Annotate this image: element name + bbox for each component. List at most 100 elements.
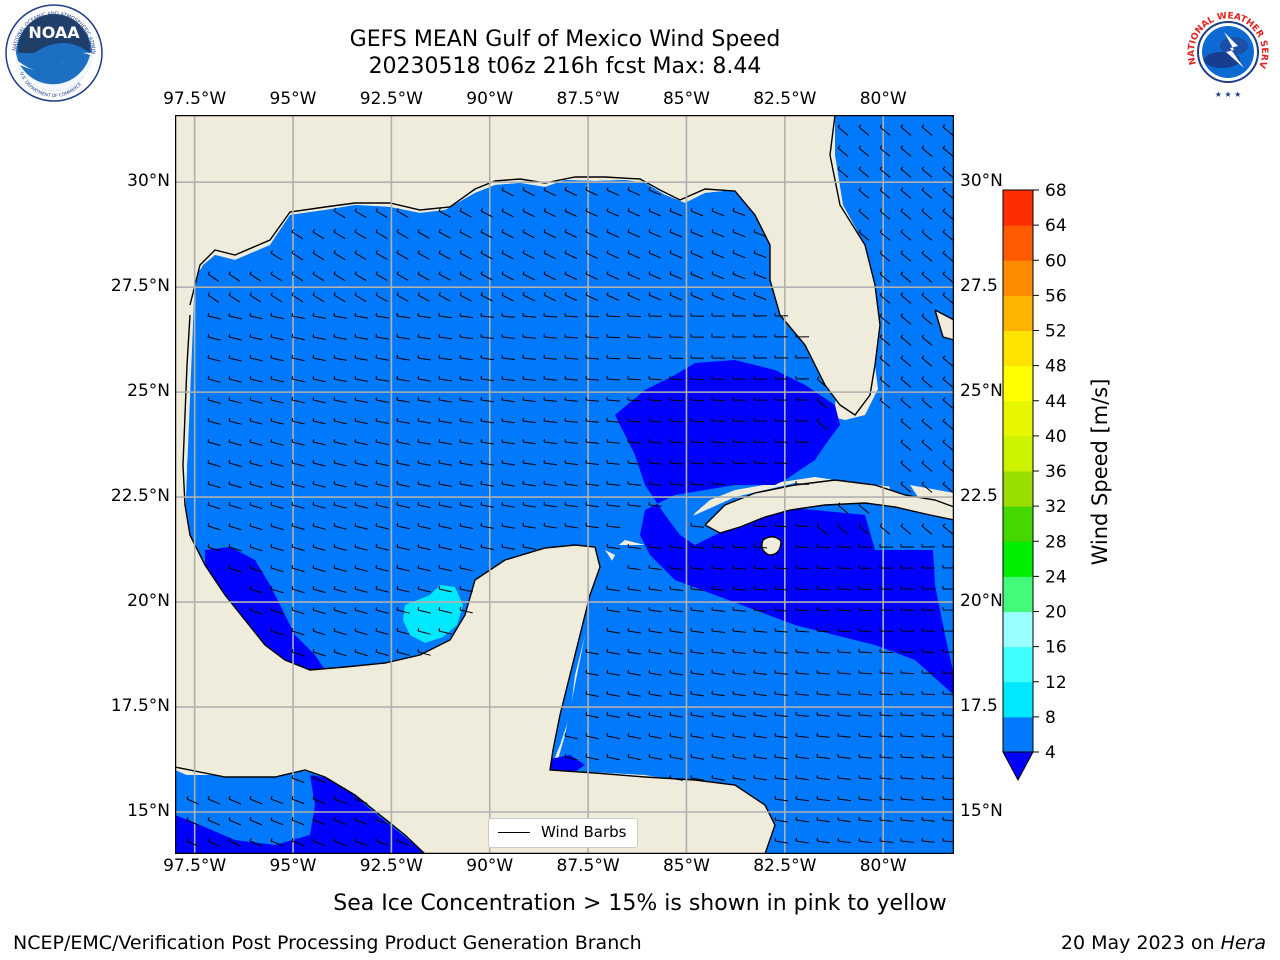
wind-barb bbox=[228, 417, 242, 425]
colorbar-tick-label: 68 bbox=[1045, 181, 1067, 201]
wind-barb bbox=[459, 606, 473, 614]
wind-barb bbox=[900, 124, 912, 136]
wind-barb bbox=[648, 627, 662, 634]
wind-barb bbox=[228, 375, 242, 383]
wind-barb bbox=[333, 817, 347, 825]
wind-barb bbox=[375, 480, 389, 488]
wind-barb bbox=[942, 355, 954, 367]
wind-barb bbox=[858, 648, 873, 654]
wind-barb bbox=[438, 480, 452, 487]
wind-barb bbox=[753, 271, 767, 280]
colorbar-tick-label: 8 bbox=[1045, 708, 1056, 728]
wind-barb bbox=[921, 607, 936, 611]
wind-barb bbox=[312, 606, 326, 615]
wind-barb bbox=[606, 543, 620, 550]
wind-barb bbox=[858, 732, 872, 738]
wind-barb bbox=[522, 271, 535, 281]
wind-barb bbox=[837, 502, 849, 514]
colorbar-band bbox=[1003, 506, 1033, 542]
wind-barb bbox=[501, 438, 515, 445]
wind-barb bbox=[543, 459, 557, 466]
wind-barb bbox=[585, 396, 599, 402]
wind-barb bbox=[438, 375, 452, 382]
wind-barb bbox=[354, 627, 368, 636]
wind-barb bbox=[627, 690, 641, 697]
wind-barb bbox=[900, 187, 912, 199]
wind-barb bbox=[354, 375, 368, 382]
wind-barb bbox=[690, 774, 704, 781]
wind-barb bbox=[333, 459, 347, 467]
wind-barb bbox=[375, 208, 388, 218]
wind-barb bbox=[480, 208, 493, 218]
wind-barb bbox=[816, 753, 830, 759]
wind-barb bbox=[732, 313, 747, 317]
wind-barb bbox=[606, 480, 620, 486]
wind-barb bbox=[606, 459, 620, 465]
wind-barb bbox=[354, 648, 368, 657]
wind-barb bbox=[501, 417, 515, 424]
high-wind-campeche bbox=[403, 585, 463, 643]
wind-barb bbox=[207, 501, 221, 510]
wind-barb bbox=[921, 271, 933, 283]
wind-barb bbox=[858, 564, 873, 569]
wind-barb bbox=[816, 732, 830, 738]
wind-barb bbox=[312, 838, 326, 847]
wind-barb bbox=[753, 397, 768, 401]
wind-barb bbox=[228, 838, 242, 847]
wind-barb bbox=[816, 837, 830, 844]
wind-barb bbox=[900, 753, 915, 759]
wind-barb bbox=[354, 417, 368, 425]
wind-barb bbox=[942, 208, 954, 220]
wind-barb bbox=[648, 690, 662, 697]
wind-barb bbox=[648, 208, 662, 217]
wind-barb bbox=[753, 669, 767, 675]
wind-barb bbox=[312, 417, 326, 425]
colorbar-band bbox=[1003, 190, 1033, 226]
wind-barb bbox=[396, 396, 410, 403]
wind-barb bbox=[459, 522, 473, 529]
wind-barb bbox=[417, 375, 431, 382]
colorbar-tick-label: 24 bbox=[1045, 567, 1067, 587]
wind-barb bbox=[648, 333, 663, 338]
wind-barb bbox=[753, 355, 767, 359]
wind-barbs bbox=[186, 124, 954, 847]
wind-barb bbox=[648, 711, 662, 718]
wind-barb bbox=[711, 459, 726, 465]
wind-barb bbox=[648, 187, 662, 196]
wind-barb bbox=[186, 796, 200, 805]
wind-barb bbox=[837, 795, 851, 802]
wind-barb bbox=[270, 312, 284, 320]
wind-barb bbox=[543, 480, 557, 487]
wind-barb bbox=[522, 354, 536, 360]
wind-barb bbox=[543, 522, 557, 529]
wind-barb bbox=[459, 417, 473, 424]
wind-barb bbox=[648, 753, 662, 760]
wind-barb bbox=[648, 564, 662, 571]
wind-barb bbox=[417, 229, 430, 239]
lat-label-right: 27.5 bbox=[960, 276, 998, 297]
wind-barb bbox=[921, 481, 933, 493]
wind-barb bbox=[564, 354, 579, 360]
lat-label-right: 22.5 bbox=[960, 486, 998, 507]
wind-barb bbox=[564, 375, 578, 381]
wind-barb bbox=[585, 753, 599, 761]
wind-barb bbox=[837, 606, 852, 612]
lon-label-top: 92.5°W bbox=[359, 89, 423, 109]
wind-barb bbox=[669, 250, 683, 259]
colorbar-tick-label: 12 bbox=[1045, 673, 1067, 693]
wind-barb bbox=[900, 418, 912, 430]
wind-barb bbox=[480, 438, 494, 445]
wind-barb bbox=[795, 669, 809, 675]
land-cuba bbox=[705, 480, 954, 533]
wind-barb bbox=[480, 543, 494, 550]
wind-barb bbox=[585, 229, 599, 238]
lon-label-top: 85°W bbox=[662, 89, 710, 109]
wind-barb bbox=[543, 229, 556, 239]
wind-barb bbox=[396, 229, 409, 239]
wind-barb bbox=[501, 333, 515, 339]
wind-barb bbox=[522, 522, 536, 529]
wind-barb bbox=[291, 522, 305, 530]
wind-barb bbox=[711, 354, 726, 359]
wind-barb bbox=[774, 397, 789, 401]
wind-barb bbox=[669, 312, 684, 317]
